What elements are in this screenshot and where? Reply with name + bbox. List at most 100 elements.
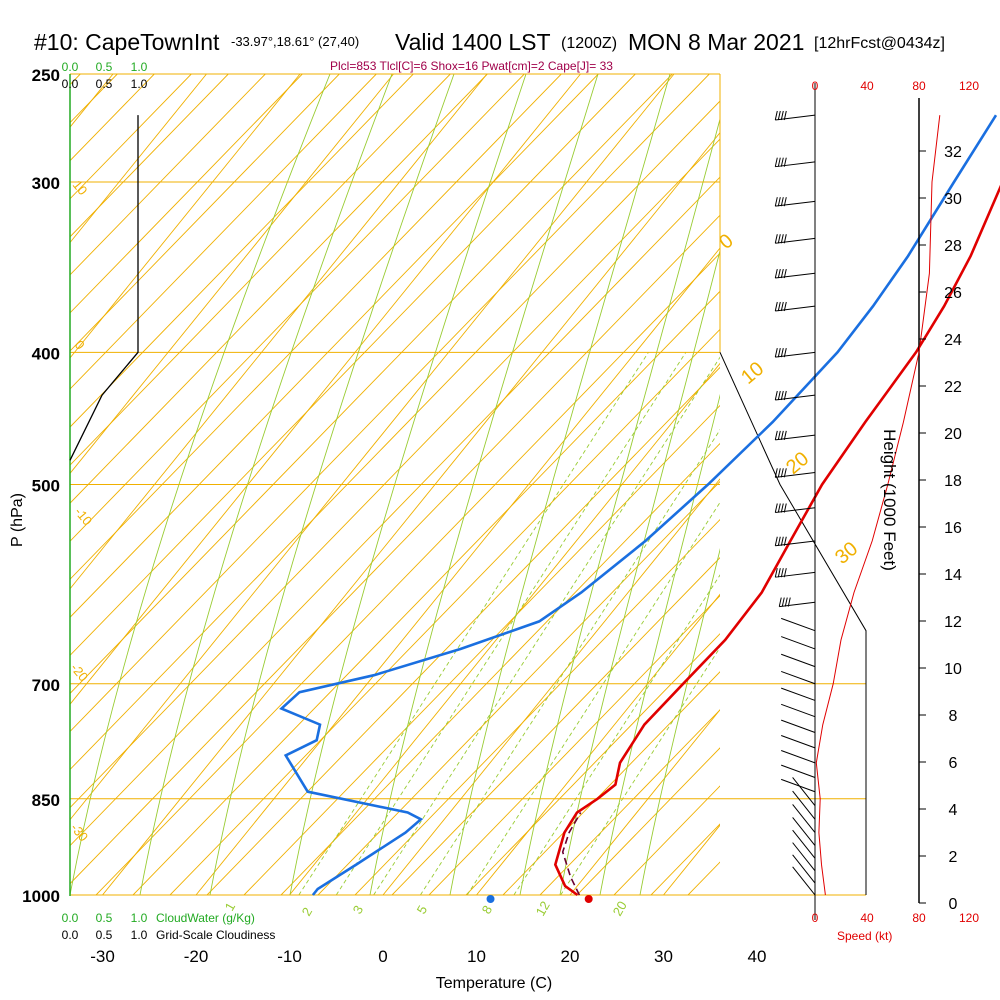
wind-barb-flag [783, 234, 787, 244]
wind-barb-flag [774, 268, 778, 279]
wind-barb-flag [777, 390, 781, 401]
station-title: #10: CapeTownInt [34, 29, 220, 55]
speed-tick-bottom: 120 [959, 911, 979, 925]
moist-adiabat [599, 393, 720, 896]
wind-barb-flag [780, 110, 784, 121]
station-coords: -33.97°,18.61° (27,40) [231, 34, 359, 49]
wind-barb-flag [783, 468, 787, 478]
pressure-tick-label: 400 [32, 344, 60, 363]
wind-barb-flag [780, 234, 784, 244]
cloudiness-tick-bottom: 1.0 [131, 928, 148, 942]
wind-barb [792, 842, 816, 872]
cloudwater-tick-top: 0.0 [62, 60, 79, 74]
cloudiness-line [69, 115, 139, 461]
temperature-tick-label: 40 [748, 947, 767, 966]
wind-barb-flag [774, 390, 778, 401]
height-tick-label: 22 [944, 379, 962, 396]
mixing-ratio-label: 2 [299, 905, 316, 919]
dry-adiabat [0, 74, 6, 895]
wind-barb [792, 829, 816, 859]
speed-tick-bottom: 0 [812, 911, 819, 925]
dry-adiabat [354, 518, 720, 896]
dry-adiabat-label: 0 [72, 337, 88, 352]
mixing-ratio-line [560, 646, 720, 896]
temperature-tick-label: -10 [277, 947, 302, 966]
height-tick-label: 10 [944, 661, 962, 678]
cloudwater-tick-bottom: 0.5 [96, 911, 113, 925]
surface-dewpoint-marker [486, 895, 495, 903]
moist-adiabat-label: 30 [831, 538, 862, 569]
wind-barb-flag [781, 597, 785, 607]
wind-barb-flag [777, 268, 781, 279]
isotherm [70, 74, 394, 475]
height-tick-label: 32 [944, 144, 962, 161]
cloudiness-tick-bottom: 0.5 [96, 928, 113, 942]
moist-adiabat [70, 74, 331, 896]
mixing-ratio-label: 5 [414, 903, 431, 917]
wind-barb-flag [783, 157, 787, 167]
wind-barb [792, 854, 816, 884]
wind-barb-flag [777, 536, 781, 546]
pressure-tick-label: 300 [32, 174, 60, 193]
wind-barb-flag [774, 197, 778, 207]
wind-barb-flag [774, 301, 778, 312]
dewpoint-line [279, 114, 998, 896]
dry-adiabat [70, 74, 377, 390]
wind-barb-flag [774, 348, 778, 358]
wind-barb [781, 670, 816, 685]
dry-adiabat [70, 74, 451, 466]
moist-adiabat [289, 74, 527, 896]
dry-adiabat [576, 747, 720, 896]
moist-adiabat [139, 74, 393, 896]
height-tick-label: 16 [944, 520, 962, 537]
height-tick-label: 12 [944, 614, 962, 631]
wind-barb-flag [783, 301, 787, 312]
pressure-tick-label: 1000 [22, 887, 60, 906]
wind-barb-flag [780, 390, 784, 401]
dry-adiabat [539, 709, 720, 896]
wind-barb [792, 777, 816, 806]
wind-height-panel: 0040408080120120024681012141618202224262… [774, 79, 979, 925]
wind-barb-flag [780, 197, 784, 207]
speed-axis-label: Speed (kt) [837, 929, 892, 943]
wind-barb-flag [780, 268, 784, 279]
parcel-path [561, 812, 582, 896]
wind-barb-flag [784, 597, 788, 607]
wind-barb-flag [783, 197, 787, 207]
speed-tick-top: 120 [959, 79, 979, 93]
moist-adiabat [369, 74, 599, 896]
wind-barb-flag [783, 348, 787, 358]
wind-barb-flag [777, 430, 781, 441]
wind-barb [792, 866, 816, 896]
height-tick-label: 24 [944, 332, 962, 349]
wind-barb-flag [780, 536, 784, 546]
dry-adiabat-label: -10 [72, 504, 96, 528]
wind-barb [792, 817, 816, 846]
height-tick-label: 2 [949, 849, 958, 866]
pressure-tick-label: 250 [32, 66, 60, 85]
wind-barb-flag [783, 390, 787, 401]
height-tick-label: 6 [949, 755, 958, 772]
dry-adiabat [428, 595, 720, 896]
boundary-line [719, 352, 867, 895]
speed-tick-top: 0 [812, 79, 819, 93]
wind-barb-flag [780, 430, 784, 441]
stability-indices: Plcl=853 Tlcl[C]=6 Shox=16 Pwat[cm]=2 Ca… [330, 59, 613, 73]
height-tick-label: 20 [944, 426, 962, 443]
wind-barb [781, 719, 816, 733]
wind-barb-flag [780, 468, 784, 478]
wind-barb-flag [787, 597, 791, 607]
isotherm [0, 74, 20, 895]
mixing-ratio-label: 12 [533, 898, 553, 918]
pressure-tick-label: 700 [32, 676, 60, 695]
dry-adiabat [70, 74, 414, 428]
wind-barb-flag [777, 157, 781, 167]
wind-barb-flag [774, 157, 778, 167]
wind-barb-flag [783, 430, 787, 441]
chart-profiles [69, 114, 1000, 903]
temperature-line [553, 184, 1000, 897]
wind-barb-flag [777, 301, 781, 312]
wind-barb-flag [783, 110, 787, 121]
